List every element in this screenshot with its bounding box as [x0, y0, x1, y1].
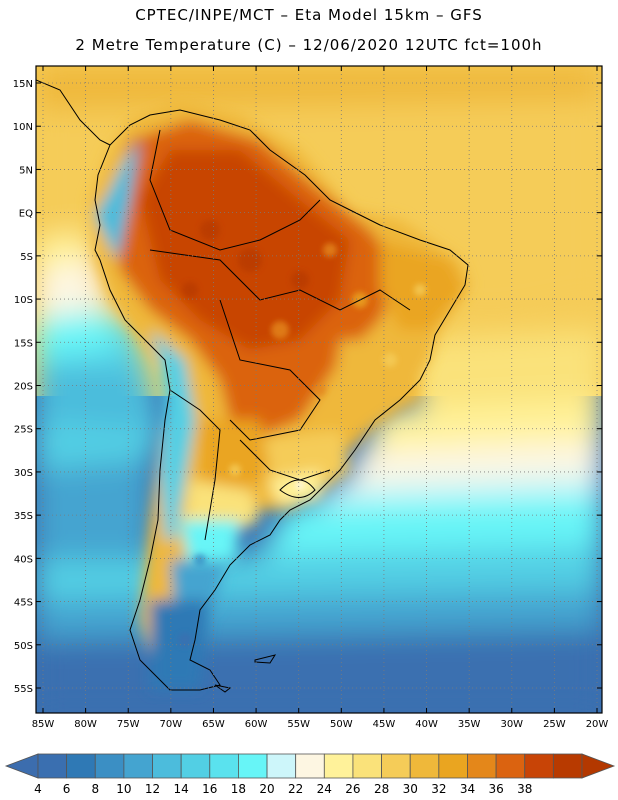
- colorbar-bin: [123, 753, 153, 779]
- chart-title-line-1: CPTEC/INPE/MCT – Eta Model 15km – GFS: [135, 6, 483, 24]
- lat-tick-label: EQ: [19, 209, 33, 220]
- lon-tick-label: 20W: [586, 719, 609, 730]
- colorbar-label: 6: [63, 782, 71, 796]
- colorbar-bin: [152, 753, 182, 779]
- lat-tick-label: 5N: [19, 165, 33, 176]
- colorbar-bin: [180, 753, 211, 779]
- colorbar-bin: [238, 753, 268, 779]
- colorbar-bin: [94, 753, 125, 779]
- lat-tick-label: 15N: [13, 79, 33, 90]
- lat-tick-label: 40S: [14, 554, 33, 565]
- lon-tick-label: 85W: [32, 719, 55, 730]
- colorbar-bin: [323, 753, 354, 779]
- latitude-axis: 15N 10N 5N EQ 5S 10S 15S 20S 25S 30S 35S 40S 45S 50S 5…: [13, 79, 602, 695]
- colorbar-label: 12: [145, 782, 160, 796]
- colorbar-label: 38: [517, 782, 532, 796]
- colorbar-label: 20: [259, 782, 274, 796]
- lon-tick-label: 45W: [373, 719, 396, 730]
- longitude-axis: 85W 80W 75W 70W 65W 60W 55W 50W 45W 40W 35W 30W 25W 2…: [32, 66, 609, 730]
- lon-tick-label: 25W: [543, 719, 566, 730]
- colorbar-label: 10: [116, 782, 131, 796]
- colorbar-label: 16: [202, 782, 217, 796]
- lon-tick-label: 40W: [415, 719, 438, 730]
- lat-tick-label: 35S: [14, 511, 33, 522]
- lat-tick-label: 25S: [14, 425, 33, 436]
- colorbar-bin: [37, 753, 68, 779]
- lon-tick-label: 80W: [74, 719, 97, 730]
- map-frame: [35, 65, 603, 714]
- colorbar-bin: [209, 753, 239, 779]
- lat-tick-label: 55S: [14, 684, 33, 695]
- lon-tick-label: 60W: [245, 719, 268, 730]
- lat-tick-label: 5S: [20, 252, 33, 263]
- lat-tick-label: 50S: [14, 641, 33, 652]
- colorbar-label: 26: [345, 782, 360, 796]
- lat-tick-label: 10S: [14, 295, 33, 306]
- lon-tick-label: 75W: [117, 719, 140, 730]
- lat-tick-label: 15S: [14, 338, 33, 349]
- colorbar-bin: [524, 753, 554, 779]
- colorbar-bin: [438, 753, 468, 779]
- lon-tick-label: 35W: [458, 719, 481, 730]
- colorbar-bin: [352, 753, 382, 779]
- lon-tick-label: 30W: [500, 719, 523, 730]
- colorbar-bin: [295, 753, 325, 779]
- colorbar-label: 22: [288, 782, 303, 796]
- colorbar-bin: [467, 753, 497, 779]
- lat-tick-label: 30S: [14, 468, 33, 479]
- lat-tick-label: 20S: [14, 382, 33, 393]
- colorbar-bin: [495, 753, 526, 779]
- colorbar-bin: [381, 753, 411, 779]
- colorbar-bin: [552, 753, 583, 779]
- temperature-field: [36, 66, 602, 713]
- lat-tick-label: 45S: [14, 598, 33, 609]
- coastline: [36, 79, 469, 693]
- colorbar-label: 8: [91, 782, 99, 796]
- lon-tick-label: 55W: [287, 719, 310, 730]
- colorbar-label: 34: [460, 782, 475, 796]
- colorbar-label: 36: [488, 782, 503, 796]
- lon-tick-label: 65W: [202, 719, 225, 730]
- colorbar-label: 24: [317, 782, 332, 796]
- colorbar-high-arrow: [581, 753, 616, 779]
- color-legend: 4 6 8 10 12 14 16 18 20 22 24 26 28 30 32 34 36 38: [4, 753, 616, 796]
- chart-title-line-2: 2 Metre Temperature (C) – 12/06/2020 12U…: [75, 36, 543, 54]
- colorbar-label: 18: [231, 782, 246, 796]
- colorbar-label: 4: [34, 782, 42, 796]
- colorbar-low-arrow: [4, 753, 39, 779]
- colorbar-bin: [66, 753, 96, 779]
- colorbar-bin: [266, 753, 297, 779]
- lat-tick-label: 10N: [13, 122, 33, 133]
- colorbar-bin: [409, 753, 440, 779]
- colorbar-label: 14: [174, 782, 189, 796]
- colorbar-label: 28: [374, 782, 389, 796]
- colorbar-label: 30: [403, 782, 418, 796]
- lon-tick-label: 70W: [160, 719, 183, 730]
- colorbar-label: 32: [431, 782, 446, 796]
- lon-tick-label: 50W: [330, 719, 353, 730]
